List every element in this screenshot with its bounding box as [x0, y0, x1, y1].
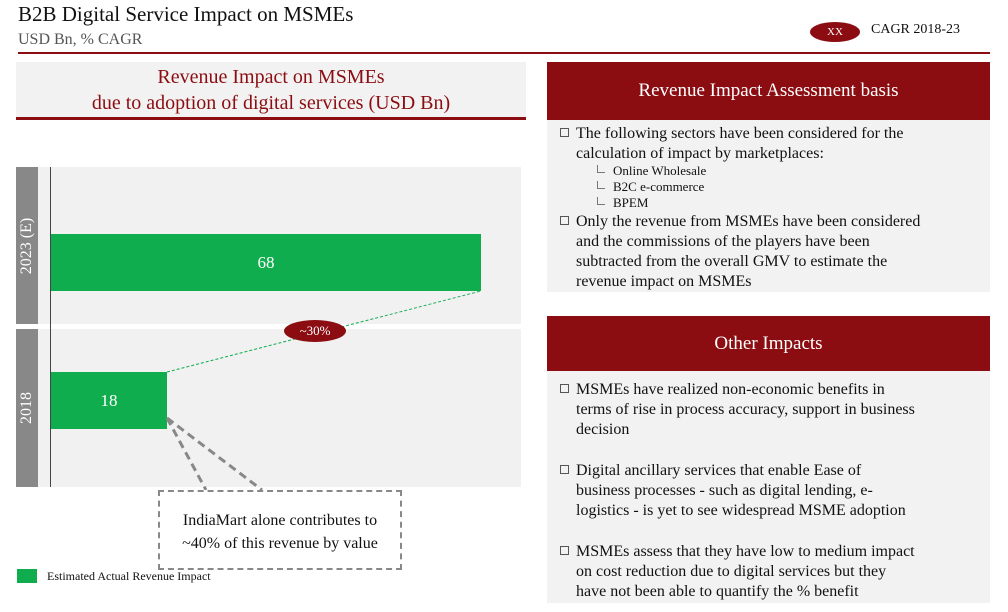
chart-title: Revenue Impact on MSMEs due to adoption …: [16, 64, 526, 116]
category-label-2018: 2018: [16, 329, 38, 487]
bar-2023: 68: [51, 234, 481, 291]
chart-title-divider: [16, 117, 526, 120]
bullet-line: calculation of impact by marketplaces:: [576, 145, 824, 162]
bullet-line: The following sectors have been consider…: [576, 125, 904, 142]
bullet-line: MSMEs have realized non-economic benefit…: [576, 381, 885, 398]
assessment-bullet-2: Only the revenue from MSMEs have been co…: [560, 212, 978, 292]
bar-value-label: 18: [100, 390, 118, 410]
callout-line-2: ~40% of this revenue by value: [182, 535, 378, 552]
other-impacts-header: Other Impacts: [547, 316, 990, 371]
chart-title-background: [16, 62, 526, 118]
header-divider: [18, 52, 990, 54]
bullet-line: decision: [576, 421, 630, 438]
bullet-line: terms of rise in process accuracy, suppo…: [576, 401, 915, 418]
sector-item: B2C e-commerce: [597, 179, 704, 194]
sub-bullet-icon: [597, 181, 605, 189]
other-impacts-body: [547, 371, 990, 603]
assessment-header: Revenue Impact Assessment basis: [547, 62, 990, 120]
bar-value-label: 68: [257, 252, 275, 272]
bullet-line: subtracted from the overall GMV to estim…: [576, 253, 888, 270]
callout-connector-left: [165, 417, 208, 491]
bullet-line: and the commissions of the players have …: [576, 233, 870, 250]
assessment-title: Revenue Impact Assessment basis: [638, 80, 899, 101]
bullet-line: revenue impact on MSMEs: [576, 273, 752, 290]
other-impact-bullet: MSMEs have realized non-economic benefit…: [560, 380, 978, 440]
callout-connector-right: [166, 416, 263, 492]
assessment-bullet-1: The following sectors have been consider…: [560, 124, 978, 164]
category-label-2023: 2023 (E): [16, 167, 38, 324]
bullet-line: business processes - such as digital len…: [576, 482, 873, 499]
bar-2018: 18: [51, 372, 167, 429]
page-title: B2B Digital Service Impact on MSMEs: [18, 2, 354, 26]
chart-title-line-1: Revenue Impact on MSMEs: [157, 66, 385, 88]
page-subtitle: USD Bn, % CAGR: [18, 31, 143, 48]
bullet-line: logistics - is yet to see widespread MSM…: [576, 502, 906, 519]
other-impacts-title: Other Impacts: [714, 332, 823, 354]
legend-label: Estimated Actual Revenue Impact: [47, 569, 211, 583]
bullet-box-icon: [560, 128, 569, 137]
sub-bullet-icon: [597, 165, 605, 173]
growth-badge: ~30%: [284, 320, 346, 342]
bullet-line: MSMEs assess that they have low to mediu…: [576, 543, 915, 560]
sector-item: BPEM: [597, 195, 648, 210]
bullet-box-icon: [560, 216, 569, 225]
callout-line-1: IndiaMart alone contributes to: [182, 512, 378, 529]
bullet-line: Digital ancillary services that enable E…: [576, 462, 862, 479]
callout-box: IndiaMart alone contributes to ~40% of t…: [158, 490, 402, 570]
cagr-badge: XX: [810, 22, 860, 42]
category-axis-line: [50, 167, 51, 487]
assessment-body: [547, 120, 990, 292]
cagr-label: CAGR 2018-23: [871, 22, 961, 37]
bullet-line: have not been able to quantify the % ben…: [576, 583, 859, 600]
other-impact-bullet: MSMEs assess that they have low to mediu…: [560, 542, 978, 602]
sub-bullet-icon: [597, 197, 605, 205]
bullet-box-icon: [560, 546, 569, 555]
other-impact-bullet: Digital ancillary services that enable E…: [560, 461, 978, 521]
bullet-line: on cost reduction due to digital service…: [576, 563, 887, 580]
bullet-line: Only the revenue from MSMEs have been co…: [576, 213, 921, 230]
sector-item: Online Wholesale: [597, 163, 706, 178]
bullet-box-icon: [560, 384, 569, 393]
bullet-box-icon: [560, 465, 569, 474]
legend-swatch: [17, 569, 37, 583]
chart-title-line-2: due to adoption of digital services (USD…: [91, 92, 451, 114]
